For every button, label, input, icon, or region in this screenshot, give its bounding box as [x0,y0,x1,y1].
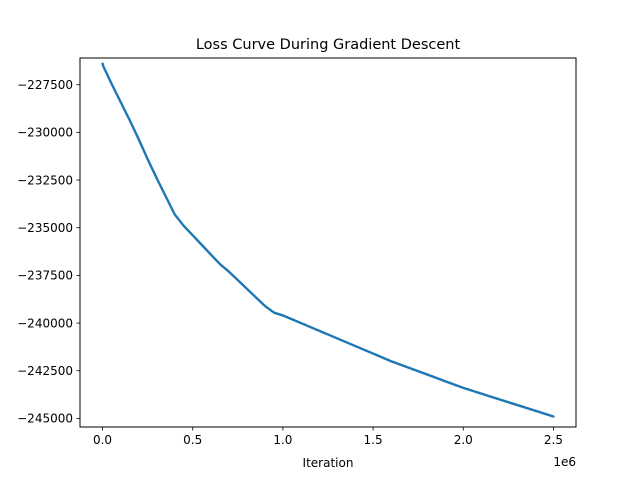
y-tick-label: −245000 [17,412,73,426]
y-tick-label: −232500 [17,173,73,187]
y-tick-label: −237500 [17,269,73,283]
loss-series-noise [102,62,554,417]
y-axis-ticks: −227500 −230000 −232500 −235000 −237500 −2400… [17,78,80,426]
x-axis-offset-text: 1e6 [553,455,576,469]
x-tick-label: 2.5 [544,433,563,447]
y-tick-label: −227500 [17,78,73,92]
y-tick-label: −240000 [17,316,73,330]
y-tick-label: −235000 [17,221,73,235]
plot-frame [79,57,577,428]
x-tick-label: 0.5 [183,433,202,447]
x-axis-ticks: 0.0 0.5 1.0 1.5 2.0 2.5 [93,427,563,447]
y-tick-label: −242500 [17,364,73,378]
y-tick-label: −230000 [17,126,73,140]
x-tick-label: 2.0 [454,433,473,447]
x-axis-label: Iteration [303,456,354,470]
x-tick-label: 1.5 [364,433,383,447]
x-tick-label: 0.0 [93,433,112,447]
chart-title: Loss Curve During Gradient Descent [196,37,461,53]
x-tick-label: 1.0 [273,433,292,447]
